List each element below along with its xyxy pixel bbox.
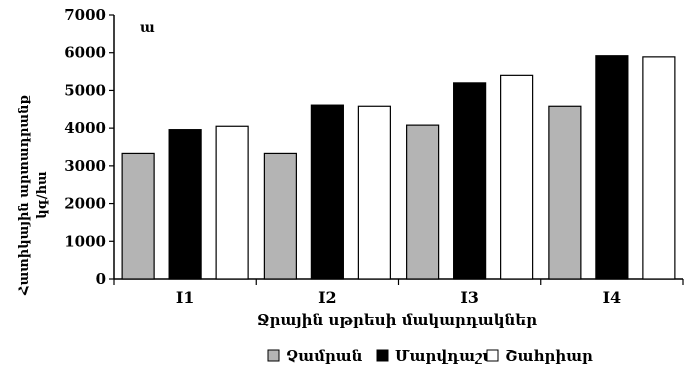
y-tick-label: 5000 [64, 81, 106, 99]
bar-I2-series-3 [357, 105, 391, 280]
bar-I2-series-2 [310, 104, 344, 280]
legend-swatch [267, 349, 280, 362]
x-tick-label: I1 [176, 288, 195, 307]
bar-I3-series-2 [453, 82, 487, 280]
legend-label: Շահրիար [505, 347, 593, 365]
bar-I2-series-1 [263, 152, 297, 280]
y-axis-title-line2: կգ/հա [35, 171, 50, 219]
bar-I4-series-2 [595, 55, 629, 280]
legend: Չամրան Մարվդաշտ Շահրիար [267, 347, 593, 365]
y-tick-label: 0 [96, 270, 106, 288]
legend-swatch [486, 349, 499, 362]
bar-I1-series-3 [215, 125, 249, 280]
x-tick-label: I3 [460, 288, 479, 307]
y-tick-label: 2000 [64, 195, 106, 213]
y-axis-title-line1: Հատիկային արտադրանք [17, 95, 32, 296]
legend-label: Չամրան [286, 347, 363, 365]
bar-I4-series-1 [548, 105, 582, 280]
bar-I1-series-1 [121, 152, 155, 280]
bar-I1-series-2 [168, 129, 202, 280]
y-axis-title: Հատիկային արտադրանք կգ/հա [17, 95, 50, 296]
legend-item: Մարվդաշտ [376, 347, 498, 365]
legend-label: Մարվդաշտ [395, 347, 498, 365]
legend-swatch [376, 349, 389, 362]
bar-I3-series-1 [406, 124, 440, 280]
bar-I4-series-3 [642, 56, 676, 280]
y-tick-label: 1000 [64, 232, 106, 250]
legend-item: Շահրիար [486, 347, 593, 365]
bar-I3-series-3 [500, 74, 534, 280]
y-tick-label: 6000 [64, 44, 106, 62]
panel-label: ա [140, 20, 155, 36]
y-tick-label: 3000 [64, 157, 106, 175]
bars [121, 55, 676, 280]
x-axis-title: Ջրային սթրեսի մակարդակներ [257, 311, 537, 329]
y-tick-label: 4000 [64, 119, 106, 137]
x-tick-label: I2 [318, 288, 337, 307]
legend-item: Չամրան [267, 347, 363, 365]
axes: 0 1000 2000 3000 4000 5000 6000 7000 I1 I2 I3 I4 [64, 6, 684, 307]
x-tick-label: I4 [603, 288, 622, 307]
y-tick-label: 7000 [64, 6, 106, 24]
